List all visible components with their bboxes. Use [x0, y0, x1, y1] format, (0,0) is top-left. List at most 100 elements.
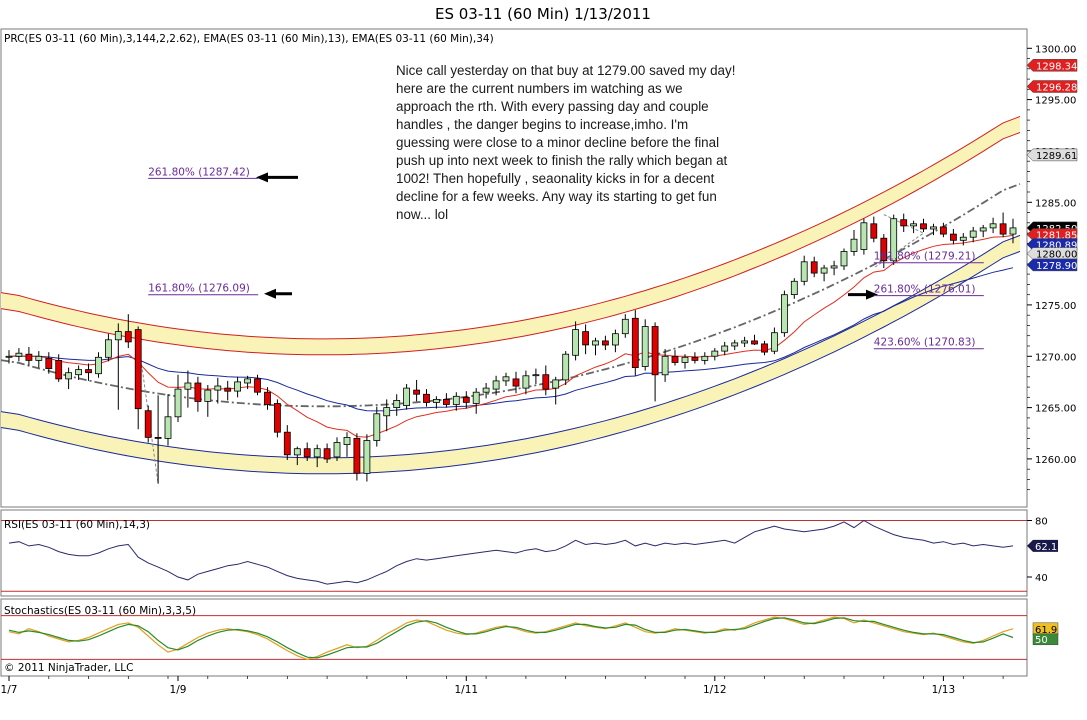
candle-body — [741, 340, 748, 344]
candle — [592, 337, 599, 356]
candle — [353, 433, 361, 481]
candle — [403, 384, 411, 410]
candle-body — [35, 355, 43, 361]
candle — [502, 372, 510, 386]
price-label-text: 1280.00 — [1036, 250, 1077, 261]
ema13-line — [8, 234, 1014, 438]
candle-body — [701, 355, 709, 361]
fib-label: 161.80% (1279.21) — [874, 251, 976, 263]
candle — [651, 322, 659, 402]
candle-body — [582, 331, 589, 346]
candle — [999, 212, 1007, 238]
candle-body — [353, 437, 361, 474]
candle-body — [532, 374, 540, 377]
candle — [721, 341, 729, 356]
candle — [661, 349, 669, 382]
candle — [820, 264, 828, 282]
price-indicator-label: PRC(ES 03-11 (60 Min),3,144,2,2.62), EMA… — [4, 33, 494, 45]
candle — [940, 222, 947, 238]
candle — [154, 395, 162, 484]
candle-body — [651, 326, 659, 376]
candle — [5, 350, 13, 364]
candle — [771, 327, 778, 355]
candle — [124, 314, 132, 349]
price-label: 1289.61 — [1026, 148, 1077, 162]
candle-body — [313, 448, 321, 458]
candle-body — [870, 223, 878, 239]
candle-body — [781, 294, 788, 334]
arrow-icon — [256, 172, 268, 183]
candle — [800, 255, 808, 286]
candle — [790, 278, 798, 299]
price-label-text: 1296.28 — [1036, 83, 1077, 94]
price-label-text: 1298.34 — [1036, 61, 1077, 72]
lower-channel-fill — [1, 235, 1020, 474]
candle-body — [134, 329, 142, 410]
y-tick-label: 1285.00 — [1035, 198, 1076, 209]
candle — [442, 393, 450, 408]
candle — [631, 310, 639, 376]
y-tick-label: 1265.00 — [1035, 404, 1076, 415]
candle-body — [184, 382, 192, 390]
candle — [35, 351, 43, 368]
candle-body — [393, 399, 401, 408]
candle — [761, 340, 768, 356]
price-label-text: 1280.89 — [1036, 241, 1077, 252]
price-label: 1280.00 — [1026, 247, 1077, 261]
candle-body — [442, 398, 450, 405]
rsi-line — [8, 519, 1014, 585]
candle-body — [512, 378, 520, 387]
candle-body — [25, 353, 33, 361]
price-label-box — [1026, 80, 1078, 93]
candle-body — [751, 340, 758, 345]
channel-band-line — [0, 132, 1021, 356]
candle — [612, 329, 619, 353]
ema34-line — [8, 267, 1014, 412]
candle-body — [75, 369, 82, 376]
annotation-note: Nice call yesterday on that buy at 1279.… — [396, 63, 736, 222]
candle — [273, 399, 281, 438]
candle — [15, 348, 23, 362]
candle — [532, 368, 540, 384]
rsi-value-box — [1027, 539, 1058, 552]
candle-body — [244, 378, 252, 384]
candle — [602, 335, 609, 351]
candle-body — [15, 352, 23, 357]
candle-body — [303, 448, 311, 458]
candle — [25, 347, 33, 366]
candle-body — [930, 226, 937, 230]
price-label-box — [1026, 258, 1078, 272]
candle-body — [681, 356, 689, 363]
candle — [85, 363, 92, 381]
candle-body — [95, 356, 102, 375]
y-tick-label: 1275.00 — [1035, 301, 1076, 312]
candle-body — [969, 230, 977, 238]
stoch-indicator-label: Stochastics(ES 03-11 (60 Min),3,3,5) — [4, 605, 196, 617]
candle — [214, 377, 222, 404]
rsi-indicator-label: RSI(ES 03-11 (60 Min),14,3) — [4, 519, 150, 531]
candle — [204, 385, 212, 417]
candle — [522, 370, 530, 395]
price-label: 1296.28 — [1026, 80, 1078, 94]
candle-body — [940, 226, 947, 235]
fib-label: 423.60% (1270.83) — [874, 337, 976, 349]
candle-body — [413, 389, 421, 395]
arrow-icon — [264, 288, 276, 299]
candle-body — [114, 331, 122, 341]
candle-body — [164, 416, 172, 439]
rsi-panel: 80 40 62.1 — [1, 517, 1058, 592]
candle — [989, 217, 997, 234]
fib-label: 161.80% (1276.09) — [148, 283, 250, 295]
stoch-d-value-label: 50 — [1035, 635, 1048, 646]
candle — [830, 260, 838, 276]
candle — [492, 375, 500, 396]
candle-body — [800, 261, 808, 282]
candle — [114, 323, 122, 410]
candle — [293, 446, 301, 466]
candle-body — [273, 403, 281, 433]
candle — [810, 256, 818, 278]
candle-body — [552, 379, 560, 389]
candle — [264, 387, 271, 410]
candle — [432, 396, 440, 409]
